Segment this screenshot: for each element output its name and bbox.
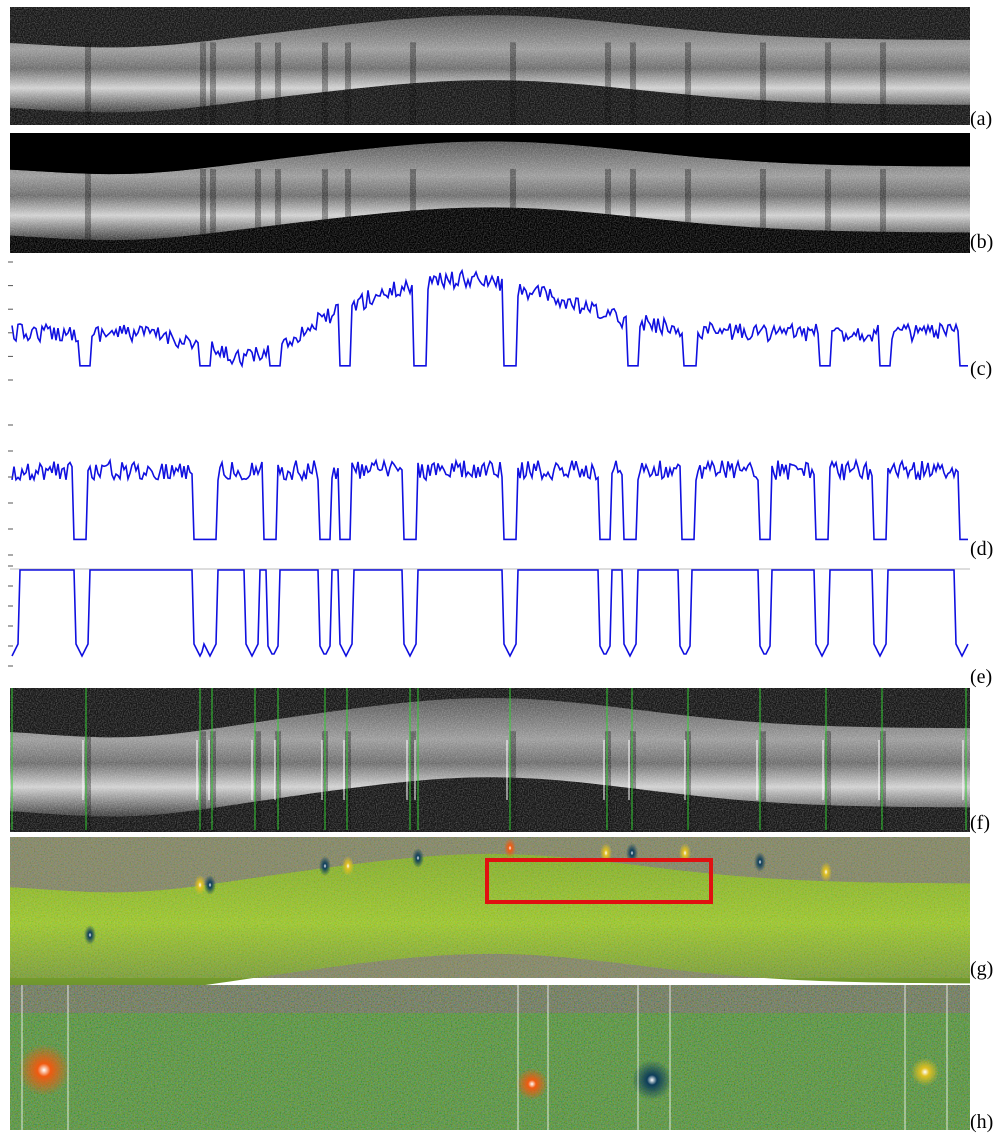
- panels: [8, 7, 970, 1130]
- panel-label: (b): [970, 231, 993, 253]
- panel-label: (a): [970, 108, 992, 130]
- panel-label: (d): [970, 538, 993, 560]
- zoom-spot: [632, 1060, 672, 1100]
- hotspot: [204, 875, 216, 895]
- panel-labels: (a) (b) (c) (d) (e) (f) (g) (h): [970, 108, 993, 1133]
- zoom-spot: [911, 1058, 939, 1086]
- panel-label: (h): [970, 1111, 993, 1133]
- speckle: [10, 7, 970, 125]
- hotspot: [754, 852, 766, 872]
- panel-label: (f): [970, 812, 990, 834]
- hotspot: [319, 856, 331, 876]
- hotspot: [412, 848, 424, 868]
- zoom-spot: [18, 1044, 70, 1096]
- highlight-box: [485, 858, 713, 904]
- mask: [10, 133, 970, 175]
- panel-label: (g): [970, 958, 993, 980]
- hotspot: [342, 856, 354, 876]
- zoom-noise: [10, 985, 970, 1130]
- hotspot: [504, 838, 516, 858]
- hotspot: [194, 875, 206, 895]
- hotspot: [84, 925, 96, 945]
- panel-label: (e): [970, 666, 992, 688]
- signal-trace: [11, 268, 968, 369]
- zoom-spot: [516, 1068, 548, 1100]
- speckle: [10, 688, 970, 832]
- panel-label: (c): [970, 358, 992, 380]
- hotspot: [820, 862, 832, 882]
- signal-trace: [11, 569, 969, 658]
- signal-trace: [11, 457, 968, 541]
